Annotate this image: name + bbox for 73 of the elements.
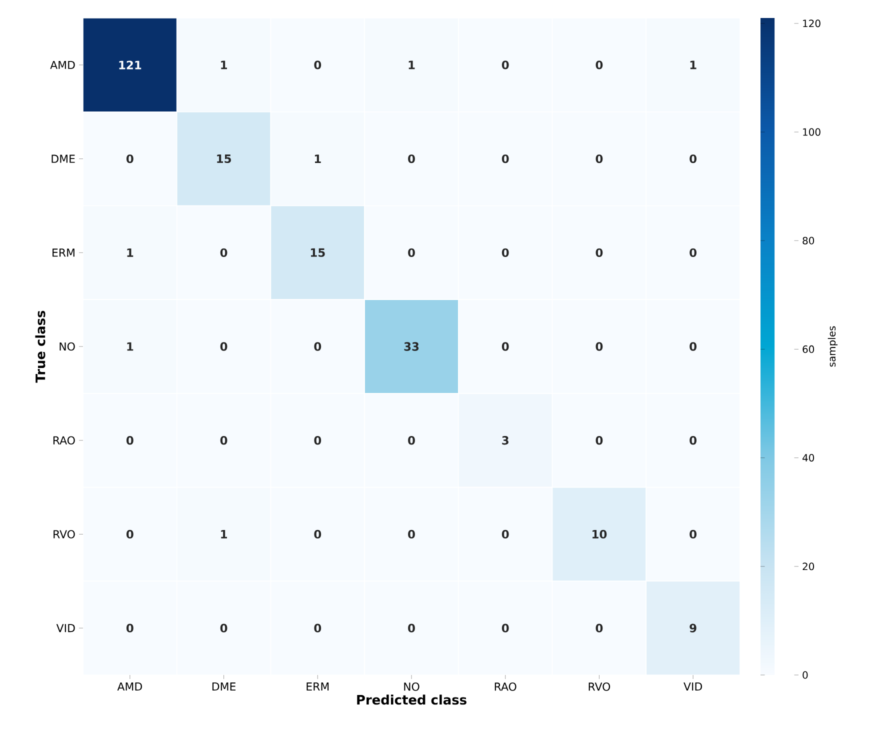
data-label: 0 bbox=[126, 154, 134, 164]
data-label: 0 bbox=[408, 624, 415, 632]
x-tick-label: DME bbox=[212, 682, 236, 691]
data-label: 121 bbox=[119, 60, 142, 70]
data-label: 0 bbox=[502, 530, 509, 539]
y-tick-label: AMD bbox=[50, 60, 75, 69]
x-tick-label: RAO bbox=[494, 682, 516, 691]
data-label: 0 bbox=[126, 624, 134, 632]
data-label: 0 bbox=[596, 248, 603, 257]
data-label: 0 bbox=[690, 342, 697, 351]
y-tick-label: VID bbox=[56, 624, 75, 632]
data-label: 1 bbox=[408, 60, 415, 70]
x-tick-label: ERM bbox=[306, 682, 329, 691]
x-axis-title: Predicted class bbox=[357, 694, 466, 705]
data-label: 15 bbox=[310, 248, 325, 257]
data-label: 0 bbox=[126, 436, 134, 445]
y-tick-label: RVO bbox=[54, 530, 75, 538]
data-label: 0 bbox=[314, 436, 322, 445]
x-tick-label: RVO bbox=[588, 682, 610, 691]
data-label: 9 bbox=[690, 624, 696, 632]
data-label: 0 bbox=[220, 624, 228, 632]
color-bar-title: samples bbox=[828, 326, 838, 367]
data-label: 0 bbox=[314, 624, 322, 632]
data-label: 0 bbox=[502, 342, 509, 351]
y-tick-label: DME bbox=[52, 154, 75, 163]
data-label: 0 bbox=[314, 60, 322, 70]
data-label: 1 bbox=[127, 248, 134, 257]
data-label: 0 bbox=[126, 530, 134, 539]
data-label: 0 bbox=[690, 436, 697, 445]
data-label: 1 bbox=[314, 154, 321, 163]
data-label: 0 bbox=[596, 342, 603, 351]
y-axis-title: True class bbox=[35, 310, 46, 383]
data-label: 0 bbox=[220, 342, 228, 351]
y-tick-label: RAO bbox=[53, 436, 75, 445]
data-label: 0 bbox=[596, 154, 603, 164]
data-label: 10 bbox=[592, 530, 607, 539]
color-bar-label: 40 bbox=[802, 454, 814, 462]
data-label: 0 bbox=[502, 154, 509, 164]
data-label: 0 bbox=[502, 248, 509, 257]
data-label: 0 bbox=[220, 436, 228, 445]
color-bar-label: 20 bbox=[802, 562, 814, 570]
data-label: 1 bbox=[221, 60, 227, 70]
color-bar-label: 120 bbox=[803, 20, 820, 28]
x-tick-label: VID bbox=[684, 682, 702, 691]
color-bar-label: 100 bbox=[803, 128, 820, 136]
data-label: 0 bbox=[502, 60, 509, 70]
y-tick-label: ERM bbox=[52, 248, 74, 257]
x-tick-label: NO bbox=[404, 682, 420, 691]
data-label: 0 bbox=[690, 530, 697, 539]
data-label: 1 bbox=[127, 342, 134, 351]
data-label: 0 bbox=[596, 60, 603, 70]
data-label: 1 bbox=[690, 60, 696, 70]
x-tick-label: AMD bbox=[117, 682, 142, 691]
data-label: 0 bbox=[314, 342, 322, 351]
data-label: 33 bbox=[404, 342, 419, 351]
data-label: 0 bbox=[502, 624, 509, 632]
data-label: 0 bbox=[596, 624, 603, 632]
color-bar-label: 0 bbox=[802, 671, 808, 679]
data-label: 0 bbox=[408, 154, 415, 164]
data-label: 0 bbox=[690, 248, 697, 257]
data-label: 3 bbox=[502, 436, 508, 445]
data-label: 0 bbox=[408, 248, 415, 257]
data-label: 0 bbox=[220, 248, 228, 257]
data-label: 1 bbox=[221, 530, 227, 538]
color-bar-label: 80 bbox=[802, 236, 814, 244]
data-label: 0 bbox=[314, 530, 322, 539]
data-label: 0 bbox=[408, 436, 415, 445]
y-tick-label: NO bbox=[60, 342, 75, 351]
data-label: 0 bbox=[408, 530, 415, 539]
data-label: 15 bbox=[217, 154, 231, 164]
color-bar-label: 60 bbox=[802, 345, 814, 353]
data-label: 0 bbox=[690, 154, 697, 164]
data-label: 0 bbox=[596, 436, 603, 445]
